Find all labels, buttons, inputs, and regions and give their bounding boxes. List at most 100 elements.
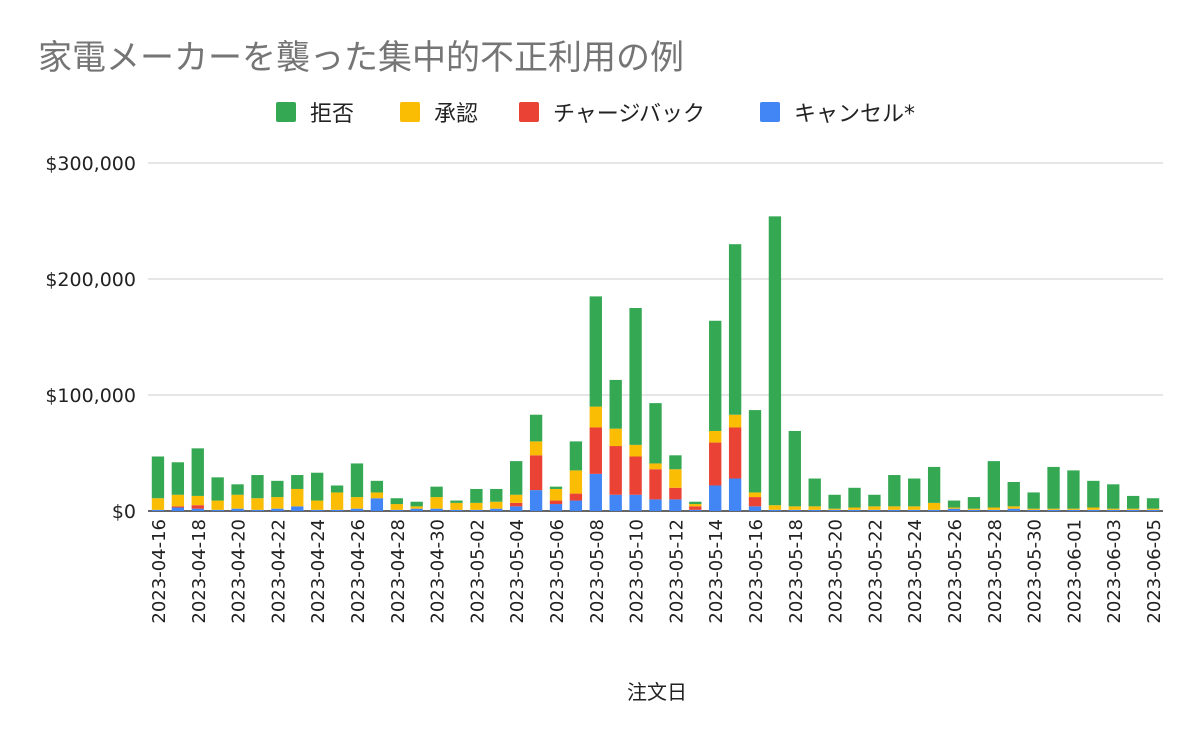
bar-cancel-2023-05-26[interactable]: [947, 508, 961, 511]
bar-approved-2023-05-22[interactable]: [868, 506, 881, 510]
bar-cancel-2023-06-04[interactable]: [1126, 509, 1140, 511]
legend-item-cancel[interactable]: キャンセル*: [760, 96, 915, 128]
bar-rejected-2023-04-27[interactable]: [370, 480, 384, 493]
bar-chargeback-2023-05-13[interactable]: [689, 506, 702, 510]
bar-rejected-2023-05-06[interactable]: [549, 486, 563, 489]
bar-cancel-2023-04-30[interactable]: [430, 508, 443, 511]
bar-cancel-2023-05-16[interactable]: [748, 506, 762, 511]
bar-chargeback-2023-05-05[interactable]: [529, 455, 543, 491]
bar-approved-2023-05-11[interactable]: [649, 463, 662, 470]
bar-rejected-2023-04-29[interactable]: [410, 501, 423, 507]
bar-rejected-2023-04-25[interactable]: [330, 485, 344, 493]
bar-rejected-2023-05-14[interactable]: [709, 320, 722, 431]
bar-rejected-2023-05-30[interactable]: [1027, 492, 1040, 509]
bar-approved-2023-04-23[interactable]: [291, 488, 304, 507]
bar-chargeback-2023-05-06[interactable]: [549, 500, 563, 505]
bar-approved-2023-05-20[interactable]: [828, 508, 841, 510]
legend-item-approved[interactable]: 承認: [400, 96, 478, 128]
bar-approved-2023-05-23[interactable]: [888, 506, 901, 510]
bar-rejected-2023-05-28[interactable]: [987, 461, 1001, 508]
bar-approved-2023-06-01[interactable]: [1067, 508, 1080, 510]
bar-rejected-2023-05-23[interactable]: [888, 475, 901, 507]
bar-approved-2023-05-18[interactable]: [788, 506, 801, 510]
bar-approved-2023-05-03[interactable]: [490, 501, 503, 509]
bar-rejected-2023-05-24[interactable]: [908, 478, 921, 507]
bar-cancel-2023-04-29[interactable]: [410, 508, 423, 511]
bar-rejected-2023-05-29[interactable]: [1007, 482, 1020, 507]
bar-approved-2023-05-12[interactable]: [669, 469, 682, 488]
bar-cancel-2023-04-19[interactable]: [211, 509, 224, 511]
bar-rejected-2023-06-02[interactable]: [1087, 480, 1100, 508]
bar-rejected-2023-05-21[interactable]: [848, 487, 861, 508]
bar-approved-2023-05-10[interactable]: [629, 444, 642, 457]
bar-approved-2023-05-01[interactable]: [450, 502, 463, 510]
bar-chargeback-2023-04-17[interactable]: [171, 506, 185, 508]
bar-chargeback-2023-05-11[interactable]: [649, 469, 662, 500]
bar-approved-2023-04-18[interactable]: [191, 495, 204, 506]
bar-cancel-2023-04-21[interactable]: [251, 509, 264, 511]
bar-approved-2023-06-02[interactable]: [1087, 507, 1100, 510]
bar-rejected-2023-05-19[interactable]: [808, 478, 821, 507]
bar-rejected-2023-04-21[interactable]: [251, 475, 264, 499]
bar-rejected-2023-05-03[interactable]: [490, 488, 503, 502]
bar-cancel-2023-05-24[interactable]: [908, 509, 921, 511]
bar-rejected-2023-04-19[interactable]: [211, 477, 224, 501]
bar-approved-2023-04-17[interactable]: [171, 494, 185, 507]
bar-cancel-2023-06-03[interactable]: [1107, 509, 1120, 511]
bar-approved-2023-05-25[interactable]: [927, 502, 941, 510]
bar-cancel-2023-04-18[interactable]: [191, 508, 204, 511]
bar-approved-2023-05-05[interactable]: [529, 441, 543, 456]
bar-cancel-2023-05-22[interactable]: [868, 509, 881, 511]
bar-rejected-2023-04-23[interactable]: [291, 475, 304, 489]
bar-approved-2023-05-30[interactable]: [1027, 508, 1040, 510]
bar-rejected-2023-05-12[interactable]: [669, 455, 682, 470]
bar-cancel-2023-05-29[interactable]: [1007, 508, 1020, 511]
bar-cancel-2023-04-25[interactable]: [330, 509, 344, 511]
bar-rejected-2023-05-31[interactable]: [1047, 466, 1060, 509]
bar-cancel-2023-05-17[interactable]: [768, 509, 782, 511]
bar-approved-2023-05-21[interactable]: [848, 507, 861, 510]
bar-approved-2023-05-02[interactable]: [470, 502, 483, 510]
bar-cancel-2023-05-03[interactable]: [490, 508, 503, 511]
bar-rejected-2023-05-01[interactable]: [450, 500, 463, 503]
bar-approved-2023-05-13[interactable]: [689, 504, 702, 507]
bar-cancel-2023-05-09[interactable]: [609, 494, 622, 511]
bar-approved-2023-04-28[interactable]: [390, 504, 403, 510]
bar-rejected-2023-05-22[interactable]: [868, 494, 881, 507]
bar-chargeback-2023-05-08[interactable]: [589, 427, 602, 474]
bar-rejected-2023-05-17[interactable]: [768, 216, 782, 506]
bar-cancel-2023-05-30[interactable]: [1027, 509, 1040, 511]
bar-rejected-2023-05-04[interactable]: [510, 461, 523, 495]
bar-cancel-2023-04-24[interactable]: [310, 509, 324, 511]
bar-cancel-2023-04-16[interactable]: [151, 509, 165, 511]
bar-approved-2023-05-09[interactable]: [609, 428, 622, 447]
bar-approved-2023-05-29[interactable]: [1007, 506, 1020, 509]
bar-cancel-2023-05-18[interactable]: [788, 509, 801, 511]
bar-approved-2023-05-27[interactable]: [967, 508, 981, 510]
bar-rejected-2023-04-30[interactable]: [430, 486, 443, 498]
bar-chargeback-2023-05-09[interactable]: [609, 446, 622, 495]
bar-approved-2023-04-29[interactable]: [410, 506, 423, 509]
bar-cancel-2023-04-27[interactable]: [370, 498, 384, 511]
bar-approved-2023-06-05[interactable]: [1146, 508, 1160, 510]
bar-rejected-2023-04-17[interactable]: [171, 462, 185, 495]
bar-cancel-2023-05-10[interactable]: [629, 494, 642, 511]
bar-approved-2023-04-16[interactable]: [151, 498, 165, 510]
bar-cancel-2023-04-17[interactable]: [171, 507, 185, 511]
bar-approved-2023-04-30[interactable]: [430, 497, 443, 509]
bar-rejected-2023-05-08[interactable]: [589, 296, 602, 407]
bar-rejected-2023-05-25[interactable]: [927, 466, 941, 503]
bar-rejected-2023-04-18[interactable]: [191, 448, 204, 496]
bar-cancel-2023-04-23[interactable]: [291, 506, 304, 511]
bar-rejected-2023-05-15[interactable]: [728, 244, 742, 415]
bar-approved-2023-06-03[interactable]: [1107, 508, 1120, 510]
bar-cancel-2023-05-20[interactable]: [828, 509, 841, 511]
bar-cancel-2023-05-23[interactable]: [888, 509, 901, 511]
bar-cancel-2023-05-21[interactable]: [848, 509, 861, 511]
bar-cancel-2023-05-06[interactable]: [549, 504, 563, 511]
bar-rejected-2023-05-10[interactable]: [629, 308, 642, 445]
bar-rejected-2023-06-04[interactable]: [1126, 495, 1140, 509]
bar-cancel-2023-05-19[interactable]: [808, 509, 821, 511]
bar-cancel-2023-04-20[interactable]: [231, 508, 244, 511]
bar-approved-2023-04-27[interactable]: [370, 492, 384, 499]
